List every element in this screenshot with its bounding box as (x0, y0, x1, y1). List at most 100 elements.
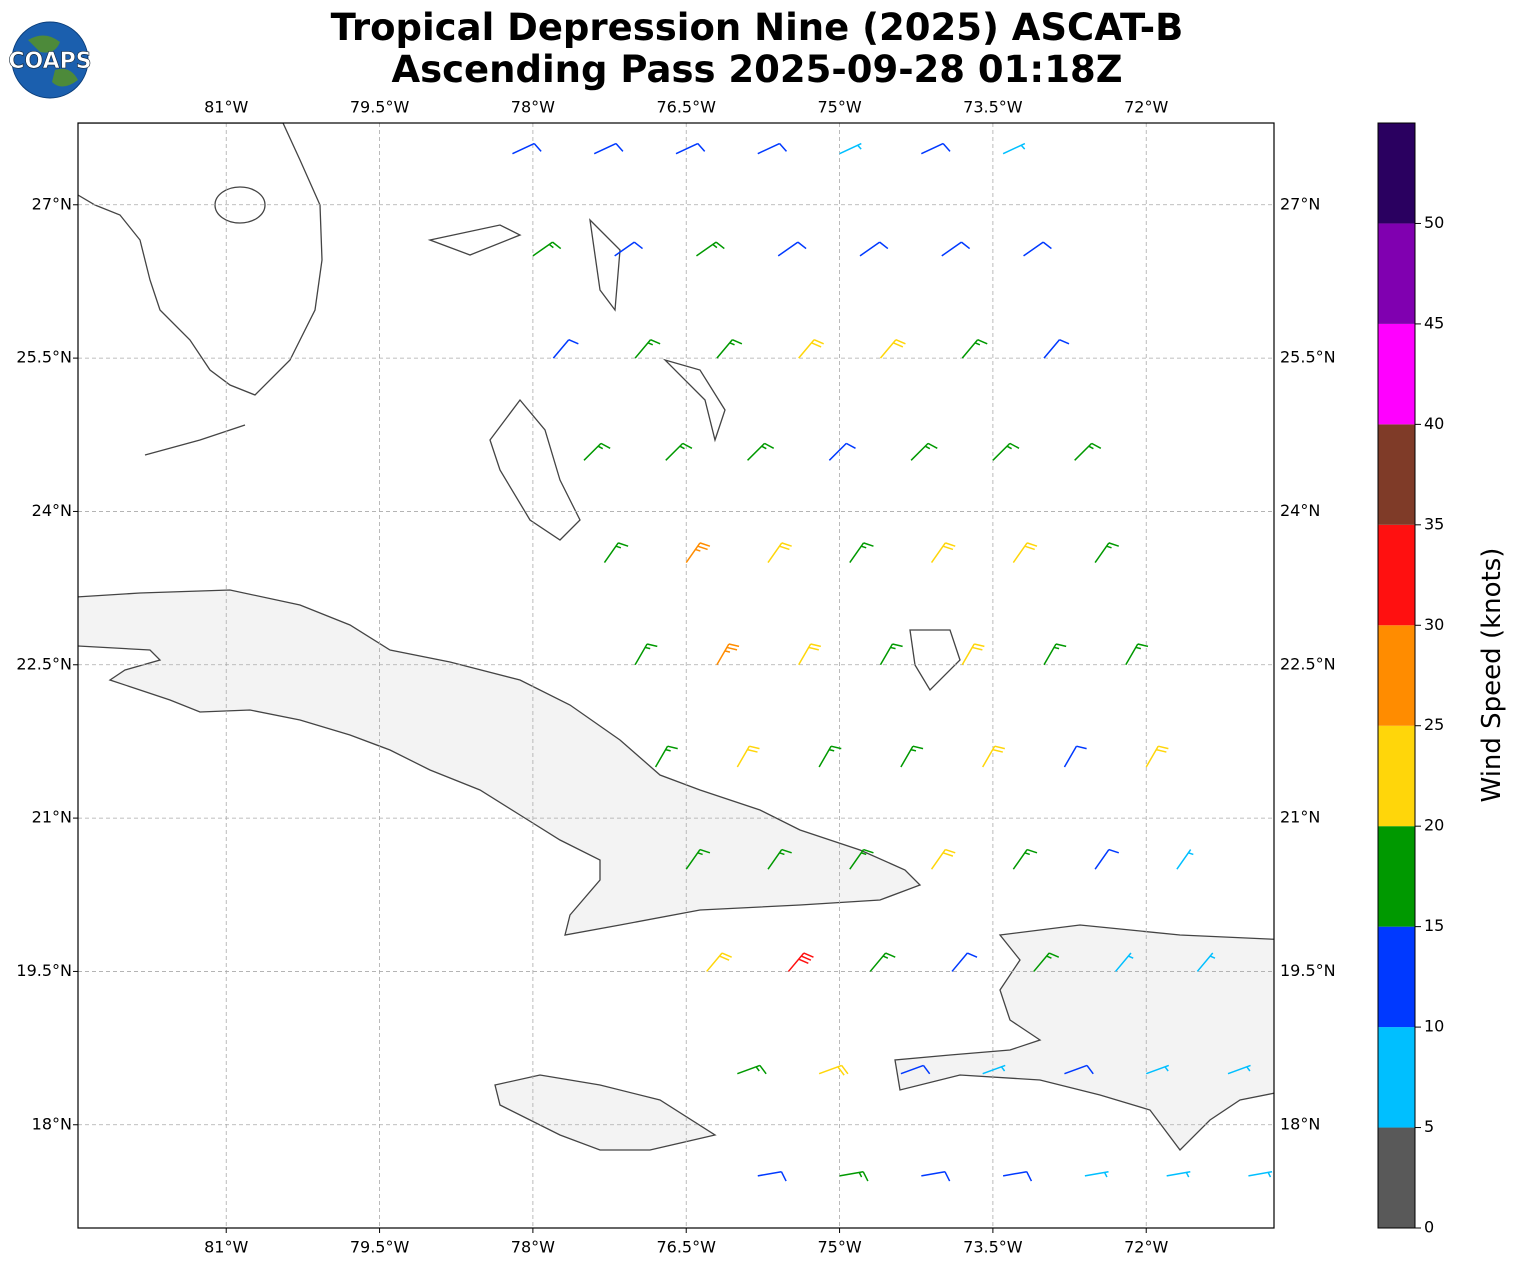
wind-barb (900, 1064, 931, 1075)
wind-barb (654, 745, 678, 768)
wind-barb (767, 848, 792, 870)
wind-barb (879, 339, 906, 359)
wind-barb (1002, 1170, 1033, 1182)
logo-text: COAPS (8, 49, 91, 74)
x-tick-label: 79.5°W (350, 98, 410, 117)
wind-barb (603, 542, 629, 563)
wind-barb (1145, 745, 1169, 768)
wind-barb (982, 745, 1006, 768)
colorbar-tick-label: 30 (1424, 615, 1444, 634)
wind-barbs (512, 142, 1273, 1182)
colorbar-frame (1377, 122, 1416, 1229)
wind-barb (706, 952, 732, 972)
wind-barb (859, 241, 889, 257)
wind-barb (665, 442, 693, 461)
colorbar-tick-label: 25 (1424, 715, 1444, 734)
x-tick-label: 78°W (511, 1238, 555, 1257)
y-tick-label: 24°N (32, 501, 72, 520)
y-tick-label: 19.5°N (1280, 961, 1336, 980)
wind-barb (951, 952, 978, 972)
x-tick-label: 73.5°W (963, 98, 1023, 117)
wind-barb (552, 339, 579, 359)
land (78, 123, 1274, 1151)
wind-barb (736, 745, 760, 768)
wind-barb (1012, 848, 1038, 870)
wind-barb (1074, 442, 1102, 461)
x-tick-label: 72°W (1124, 98, 1168, 117)
wind-barb (1094, 848, 1120, 870)
logo: COAPS (8, 21, 92, 99)
wind-barb (1084, 1170, 1109, 1178)
y-tick-label: 22.5°N (1280, 654, 1336, 673)
y-tick-label: 22.5°N (16, 654, 72, 673)
wind-barb (1023, 241, 1052, 257)
colorbar-bin (1378, 123, 1415, 224)
x-tick-label: 72°W (1124, 1238, 1168, 1257)
x-tick-label: 78°W (511, 98, 555, 117)
wind-barb (512, 142, 542, 155)
wind-barb (593, 142, 624, 155)
logo-land (28, 35, 78, 87)
wind-barb (1196, 952, 1216, 972)
wind-barb (685, 542, 711, 563)
wind-barb (900, 745, 924, 768)
colorbar-tick-label: 10 (1424, 1017, 1444, 1036)
colorbar-tick-label: 50 (1424, 213, 1444, 232)
wind-barb (767, 542, 792, 563)
wind-barb (1145, 1064, 1170, 1075)
wind-barb (685, 848, 711, 870)
wind-barb (1166, 1170, 1191, 1178)
wind-barb (634, 643, 658, 666)
x-tick-label: 81°W (204, 98, 248, 117)
wind-barb (1033, 952, 1060, 972)
wind-barb (930, 542, 956, 563)
colorbar-label: Wind Speed (knots) (1477, 548, 1507, 803)
inagua (909, 629, 961, 692)
wind-barb (1248, 1170, 1273, 1178)
wind-barb (961, 643, 985, 666)
colorbar-bin (1378, 424, 1415, 525)
colorbar-tick-label: 35 (1424, 514, 1444, 533)
wind-barb (1094, 542, 1120, 563)
colorbar-bin (1378, 625, 1415, 726)
wind-barb (828, 442, 856, 461)
wind-barb (1043, 339, 1070, 359)
wind-barb (798, 339, 824, 359)
wind-barb (849, 542, 874, 563)
wind-barb (1002, 142, 1026, 155)
wind-barb (1176, 849, 1194, 870)
colorbar-bin (1378, 323, 1415, 425)
y-tick-label: 18°N (1280, 1114, 1320, 1133)
wind-barb (992, 442, 1020, 461)
wind-barb (716, 339, 743, 359)
grand-bahama (427, 224, 522, 256)
y-tick-label: 24°N (1280, 501, 1320, 520)
wind-barb (757, 142, 788, 155)
colorbar-bin (1378, 524, 1415, 626)
wind-barb (634, 339, 661, 359)
wind-barb (1063, 745, 1087, 768)
y-tick-label: 27°N (32, 194, 72, 213)
x-tick-label: 81°W (204, 1238, 248, 1257)
wind-barb (941, 241, 971, 257)
y-tick-label: 21°N (1280, 808, 1320, 827)
map-frame (77, 122, 1275, 1229)
florida (78, 123, 323, 396)
wind-barb (1043, 643, 1067, 666)
colorbar-bin (1378, 725, 1415, 827)
wind-barb (696, 241, 725, 257)
colorbar-tick-label: 0 (1424, 1218, 1434, 1237)
colorbar: 0 5 10 15 20 25 30 35 40 45 50 (1377, 122, 1444, 1237)
graticule: 81°W 81°W 79.5°W 79.5°W 78°W 78°W 76.5°W 76.5°W… (16, 98, 1335, 1257)
wind-barb (583, 442, 611, 461)
x-tick-label: 75°W (817, 1238, 861, 1257)
colorbar-tick-label: 5 (1424, 1117, 1434, 1136)
wind-barb (818, 1064, 849, 1076)
wind-barb (910, 442, 938, 461)
wind-barb (1064, 1064, 1094, 1075)
wind-barb (777, 241, 807, 257)
colorbar-bin (1378, 826, 1415, 927)
colorbar-tick-label: 15 (1424, 916, 1444, 935)
y-tick-label: 19.5°N (16, 961, 72, 980)
wind-barb (1125, 643, 1149, 666)
